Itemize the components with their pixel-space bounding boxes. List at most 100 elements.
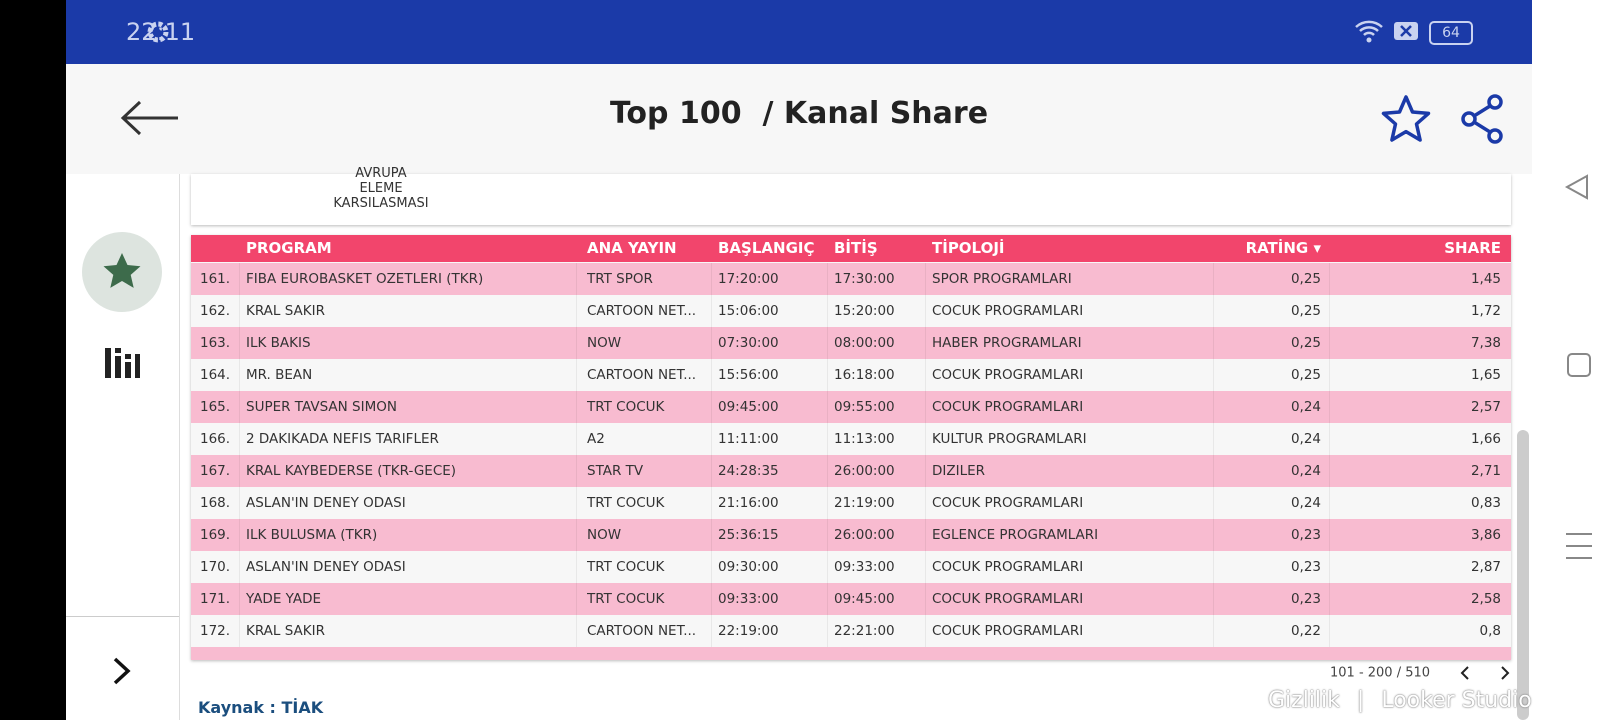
column-divider bbox=[711, 359, 712, 391]
column-divider bbox=[576, 615, 577, 647]
column-divider bbox=[1329, 327, 1330, 359]
expand-button[interactable] bbox=[110, 656, 134, 686]
table-cell: 1,65 bbox=[1470, 367, 1501, 383]
column-divider bbox=[239, 391, 240, 423]
table-cell: TRT COCUK bbox=[587, 591, 665, 607]
nav-recent[interactable] bbox=[1566, 533, 1592, 559]
table-cell: KRAL SAKIR bbox=[246, 303, 326, 319]
table-header: PROGRAM ANA YAYIN BAŞLANGIÇ BİTİŞ TİPOLOJİ RA… bbox=[191, 235, 1511, 262]
table-cell: TRT COCUK bbox=[587, 495, 665, 511]
column-divider bbox=[925, 455, 926, 487]
table-cell: MR. BEAN bbox=[246, 367, 313, 383]
table-row: 167. KRAL KAYBEDERSE (TKR-GECE) STAR TV 24:… bbox=[191, 455, 1511, 487]
reports-nav[interactable] bbox=[104, 344, 140, 380]
table-cell: 24:28:35 bbox=[718, 463, 779, 479]
table-row: 168. ASLAN'IN DENEY ODASI TRT COCUK 21:16:0… bbox=[191, 487, 1511, 519]
table-cell: STAR TV bbox=[587, 463, 644, 479]
nav-back[interactable] bbox=[1564, 174, 1588, 200]
table-cell: 09:45:00 bbox=[834, 591, 895, 607]
column-divider bbox=[711, 423, 712, 455]
column-divider bbox=[925, 263, 926, 295]
column-divider bbox=[239, 615, 240, 647]
table-cell: 2,71 bbox=[1470, 463, 1501, 479]
table-cell: 172. bbox=[200, 623, 231, 639]
table-cell: 09:55:00 bbox=[834, 399, 895, 415]
column-divider bbox=[827, 359, 828, 391]
table-cell: 16:18:00 bbox=[834, 367, 895, 383]
scrollbar[interactable] bbox=[1517, 430, 1529, 720]
page-title: Top 100 / Kanal Share bbox=[609, 96, 989, 131]
column-divider bbox=[1213, 615, 1214, 647]
table-cell: 2,58 bbox=[1470, 591, 1501, 607]
column-header: RATİNG ▾ bbox=[1245, 239, 1321, 257]
column-divider bbox=[711, 327, 712, 359]
table-row: 163. ILK BAKIS NOW 07:30:00 08:00:00 HABER PR… bbox=[191, 327, 1511, 359]
table-cell: COCUK PROGRAMLARI bbox=[932, 367, 1084, 383]
column-divider bbox=[711, 551, 712, 583]
table-row: 162. KRAL SAKIR CARTOON NET... 15:06:00 15:2… bbox=[191, 295, 1511, 327]
table-cell: 0,23 bbox=[1290, 559, 1321, 575]
data-table: PROGRAM ANA YAYIN BAŞLANGIÇ BİTİŞ TİPOLOJİ RA… bbox=[191, 235, 1511, 660]
table-cell: 09:33:00 bbox=[718, 591, 779, 607]
column-divider bbox=[239, 519, 240, 551]
column-divider bbox=[925, 487, 926, 519]
column-divider bbox=[1329, 295, 1330, 327]
column-divider bbox=[576, 551, 577, 583]
share-button[interactable] bbox=[1460, 94, 1506, 144]
table-cell: 26:00:00 bbox=[834, 463, 895, 479]
column-divider bbox=[1213, 263, 1214, 295]
table-row: 165. SUPER TAVSAN SIMON TRT COCUK 09:45:00 0… bbox=[191, 391, 1511, 423]
column-divider bbox=[1213, 327, 1214, 359]
column-divider bbox=[925, 519, 926, 551]
column-divider bbox=[711, 487, 712, 519]
favorites-nav[interactable] bbox=[81, 231, 163, 313]
back-button[interactable] bbox=[118, 98, 182, 138]
privacy-link[interactable]: Gizlilik bbox=[1268, 688, 1340, 713]
nav-home[interactable] bbox=[1567, 353, 1591, 377]
column-divider bbox=[239, 487, 240, 519]
favorite-button[interactable] bbox=[1380, 94, 1432, 144]
table-cell: 168. bbox=[200, 495, 231, 511]
looker-link[interactable]: Looker Studio bbox=[1381, 688, 1532, 713]
app-bar: Top 100 / Kanal Share bbox=[66, 64, 1532, 174]
column-divider bbox=[711, 583, 712, 615]
column-divider bbox=[827, 455, 828, 487]
table-cell: 0,24 bbox=[1290, 399, 1321, 415]
source: Kaynak : TİAK bbox=[198, 698, 324, 717]
column-divider bbox=[925, 423, 926, 455]
table-cell: 21:16:00 bbox=[718, 495, 779, 511]
card-text: AVRUPA ELEME KARSILASMASI bbox=[291, 166, 471, 211]
table-cell: SUPER TAVSAN SIMON bbox=[246, 399, 397, 415]
table-cell: CARTOON NET... bbox=[587, 367, 697, 383]
table-cell: 0,24 bbox=[1290, 431, 1321, 447]
table-cell: 171. bbox=[200, 591, 231, 607]
table-row: 164. MR. BEAN CARTOON NET... 15:56:00 16:18:… bbox=[191, 359, 1511, 391]
column-divider bbox=[925, 615, 926, 647]
table-cell: FIBA EUROBASKET OZETLERI (TKR) bbox=[246, 271, 484, 287]
column-divider bbox=[239, 455, 240, 487]
card-line: ELEME bbox=[359, 181, 403, 196]
table-cell: CARTOON NET... bbox=[587, 303, 697, 319]
table-cell: COCUK PROGRAMLARI bbox=[932, 399, 1084, 415]
next-page[interactable] bbox=[1498, 665, 1512, 681]
column-header: SHARE bbox=[1444, 239, 1501, 257]
column-divider bbox=[711, 455, 712, 487]
column-divider bbox=[711, 391, 712, 423]
column-divider bbox=[1213, 583, 1214, 615]
column-divider bbox=[1213, 391, 1214, 423]
table-cell: 1,45 bbox=[1470, 271, 1501, 287]
table-cell: ASLAN'IN DENEY ODASI bbox=[246, 559, 406, 575]
column-divider bbox=[239, 551, 240, 583]
table-cell: KRAL SAKIR bbox=[246, 623, 326, 639]
table-cell: 163. bbox=[200, 335, 231, 351]
column-divider bbox=[1329, 615, 1330, 647]
card: AVRUPA ELEME KARSILASMASI bbox=[191, 166, 1511, 225]
table-cell: DIZILER bbox=[932, 463, 986, 479]
prev-page[interactable] bbox=[1458, 665, 1472, 681]
table-cell: 3,86 bbox=[1470, 527, 1501, 543]
table-cell: 0,25 bbox=[1290, 303, 1321, 319]
table-cell: 09:30:00 bbox=[718, 559, 779, 575]
column-divider bbox=[1213, 519, 1214, 551]
column-divider bbox=[711, 263, 712, 295]
column-header: BAŞLANGIÇ bbox=[718, 239, 815, 257]
